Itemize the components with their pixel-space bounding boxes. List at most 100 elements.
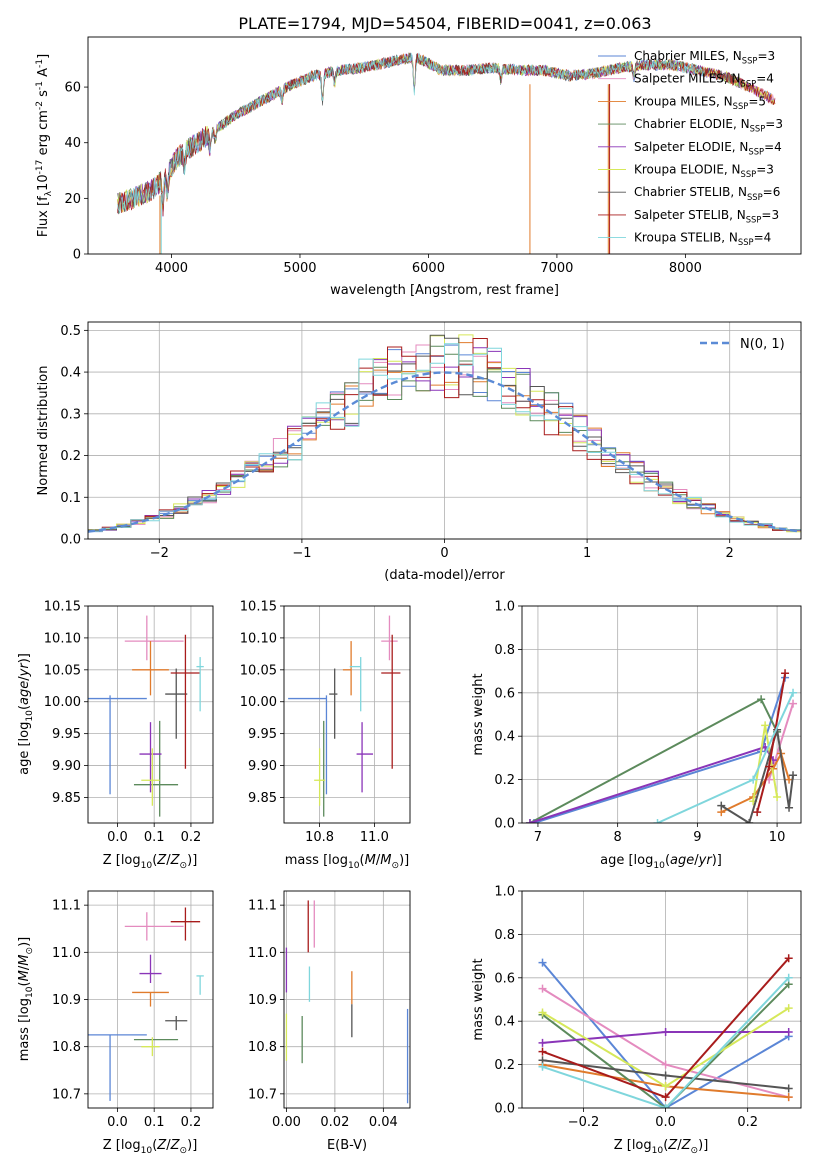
y-tick-label: 10.7 [52,1087,81,1102]
x-tick-label: 7000 [540,261,573,276]
y-tick-label: 60 [64,81,81,96]
data-marker [789,771,798,780]
x-axis-label: (data-model)/error [384,568,505,583]
data-marker [781,669,790,678]
data-marker [661,1071,670,1080]
y-tick-label: 9.85 [248,791,277,806]
axes-frame [87,890,214,1109]
legend-entry: Salpeter STELIB, NSSP=3 [634,208,779,225]
y-tick-label: 0.6 [494,686,515,701]
data-marker [525,819,534,823]
y-tick-label: 10.8 [52,1040,81,1055]
y-tick-label: 0.6 [494,971,515,986]
data-marker [538,984,547,993]
x-tick-label: 8 [614,830,622,845]
x-tick-label: 9 [693,830,701,845]
y-axis-label: mass weight [471,958,486,1040]
data-marker [661,1104,670,1108]
x-tick-label: 0.04 [369,1115,398,1130]
y-tick-label: 0.5 [60,324,81,339]
data-marker [757,695,766,704]
data-marker [717,801,726,810]
x-tick-label: −1 [292,546,311,561]
y-tick-label: 10.7 [248,1087,277,1102]
data-marker [745,819,754,823]
data-marker [753,808,762,817]
axes-frame [87,321,802,540]
axes-frame [283,890,411,1109]
panel-mass_vs_Z: 0.0 0.1 0.2 10.7 10.8 10.9 11.0 11.1 Z [log10(Z/… [17,890,214,1156]
x-tick-label: 0.1 [144,830,165,845]
axes-frame [87,605,214,824]
y-tick-label: 10.9 [52,993,81,1008]
histogram-steps [88,343,801,532]
data-marker [789,688,798,697]
y-axis-label: Normed distribution [36,366,51,496]
panel-mass_weight_vs_age: 7 8 9 10 0.0 0.2 0.4 0.6 0.8 1.0 mass weight age [l… [471,600,802,871]
data-marker [784,1093,793,1102]
data-marker [538,958,547,967]
y-tick-label: 10.15 [44,600,81,615]
data-marker [538,1008,547,1017]
series-line [529,697,778,823]
y-axis-label: Flux [fλ10-17 erg cm-2 s-1 A-1] [35,54,54,237]
legend: Chabrier MILES, NSSP=3 Salpeter MILES, NS… [598,49,783,247]
x-tick-label: 7 [534,830,542,845]
series-line [542,977,790,1108]
legend-entry: N(0, 1) [740,337,785,352]
legend-entry: Salpeter ELODIE, NSSP=4 [634,140,782,157]
panel-age_vs_Z: 0.0 0.1 0.2 9.85 9.90 9.95 10.00 10.05 10.10 10.1… [17,600,214,871]
x-tick-label: −2 [150,546,169,561]
y-tick-label: 0.8 [494,928,515,943]
plot-area [88,615,204,817]
x-tick-label: 0.2 [181,830,202,845]
x-tick-label: 4000 [155,261,188,276]
data-marker [789,699,798,708]
series-line [541,983,790,1108]
y-tick-label: 10.05 [44,663,81,678]
panel-mass_weight_vs_Z: −0.2 0.0 0.2 0.0 0.2 0.4 0.6 0.8 1.0 mass weight Z… [471,885,802,1156]
y-tick-label: 0.0 [494,1102,515,1117]
legend-entry: Kroupa STELIB, NSSP=4 [634,231,771,248]
y-tick-label: 10.10 [44,631,81,646]
x-tick-label: 0.2 [737,1115,758,1130]
x-tick-label: 6000 [412,261,445,276]
y-tick-label: 9.85 [52,791,81,806]
y-axis-label: mass weight [471,673,486,755]
x-tick-label: −0.2 [568,1115,600,1130]
x-axis-label: Z [log10(Z/Z⊙)] [103,853,198,871]
y-tick-label: 10.05 [240,663,277,678]
y-tick-label: 10.9 [248,993,277,1008]
y-tick-label: 0.2 [494,773,515,788]
plot-area [525,669,798,823]
data-marker [661,1093,670,1102]
y-tick-label: 10.10 [240,631,277,646]
y-tick-label: 0.1 [60,491,81,506]
y-tick-label: 1.0 [494,600,515,615]
series-line [541,961,790,1108]
x-tick-label: 0.02 [320,1115,349,1130]
data-marker [773,792,782,801]
y-tick-label: 10.00 [240,695,277,710]
y-tick-label: 11.0 [248,946,277,961]
axes-frame [283,605,411,824]
y-tick-label: 0 [73,248,81,263]
y-tick-label: 9.90 [248,759,277,774]
x-axis-label: E(B-V) [327,1138,367,1153]
y-tick-label: 11.1 [52,899,81,914]
y-tick-label: 0.4 [494,1015,515,1030]
plot-area [288,615,401,817]
data-marker [784,1028,793,1037]
x-axis-label: age [log10(age/yr)] [600,853,722,871]
data-marker [749,775,758,784]
y-tick-label: 0.0 [494,817,515,832]
plot-area [285,900,409,1104]
y-tick-label: 10.8 [248,1040,277,1055]
axes-frame [521,605,802,824]
data-marker [538,1047,547,1056]
normal-reference-curve [88,371,801,533]
panel-residuals: −2 −1 0 1 2 0.0 0.1 0.2 0.3 0.4 0.5 (data-model)/er… [36,321,802,583]
data-marker [761,721,770,730]
